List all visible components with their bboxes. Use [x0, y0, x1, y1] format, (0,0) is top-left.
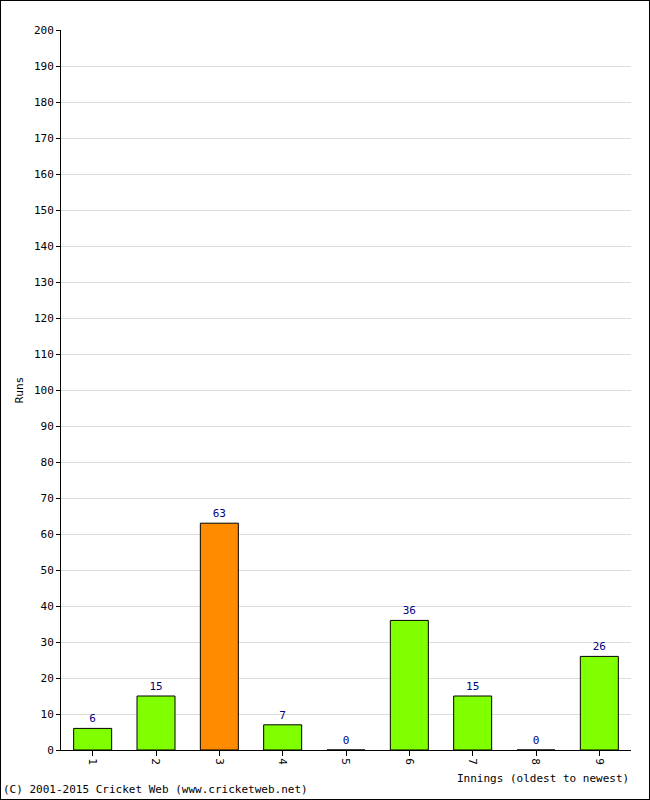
svg-text:200: 200 [34, 24, 54, 37]
svg-text:30: 30 [41, 636, 54, 649]
svg-text:20: 20 [41, 672, 54, 685]
svg-text:150: 150 [34, 204, 54, 217]
svg-text:2: 2 [149, 758, 162, 765]
svg-text:63: 63 [213, 507, 226, 520]
svg-text:6: 6 [89, 712, 96, 725]
svg-text:1: 1 [86, 758, 99, 765]
svg-text:170: 170 [34, 132, 54, 145]
svg-text:0: 0 [47, 744, 54, 757]
svg-text:50: 50 [41, 564, 54, 577]
svg-text:40: 40 [41, 600, 54, 613]
svg-text:8: 8 [529, 758, 542, 765]
svg-text:160: 160 [34, 168, 54, 181]
svg-text:80: 80 [41, 456, 54, 469]
svg-text:0: 0 [533, 734, 540, 747]
svg-text:7: 7 [279, 709, 286, 722]
svg-text:120: 120 [34, 312, 54, 325]
svg-text:70: 70 [41, 492, 54, 505]
svg-text:190: 190 [34, 60, 54, 73]
svg-text:100: 100 [34, 384, 54, 397]
svg-text:9: 9 [593, 758, 606, 765]
svg-text:Runs: Runs [13, 377, 26, 404]
svg-text:Innings (oldest to newest): Innings (oldest to newest) [457, 772, 629, 785]
svg-text:180: 180 [34, 96, 54, 109]
svg-text:4: 4 [276, 758, 289, 765]
svg-text:130: 130 [34, 276, 54, 289]
svg-text:36: 36 [403, 604, 416, 617]
svg-text:7: 7 [466, 758, 479, 765]
svg-text:10: 10 [41, 708, 54, 721]
svg-text:6: 6 [403, 758, 416, 765]
svg-text:5: 5 [339, 758, 352, 765]
svg-text:(C) 2001-2015 Cricket Web (www: (C) 2001-2015 Cricket Web (www.cricketwe… [3, 783, 308, 796]
svg-text:140: 140 [34, 240, 54, 253]
svg-text:15: 15 [149, 680, 162, 693]
svg-text:26: 26 [593, 640, 606, 653]
svg-text:0: 0 [343, 734, 350, 747]
svg-text:110: 110 [34, 348, 54, 361]
svg-text:3: 3 [213, 758, 226, 765]
svg-text:60: 60 [41, 528, 54, 541]
svg-text:90: 90 [41, 420, 54, 433]
svg-text:15: 15 [466, 680, 479, 693]
